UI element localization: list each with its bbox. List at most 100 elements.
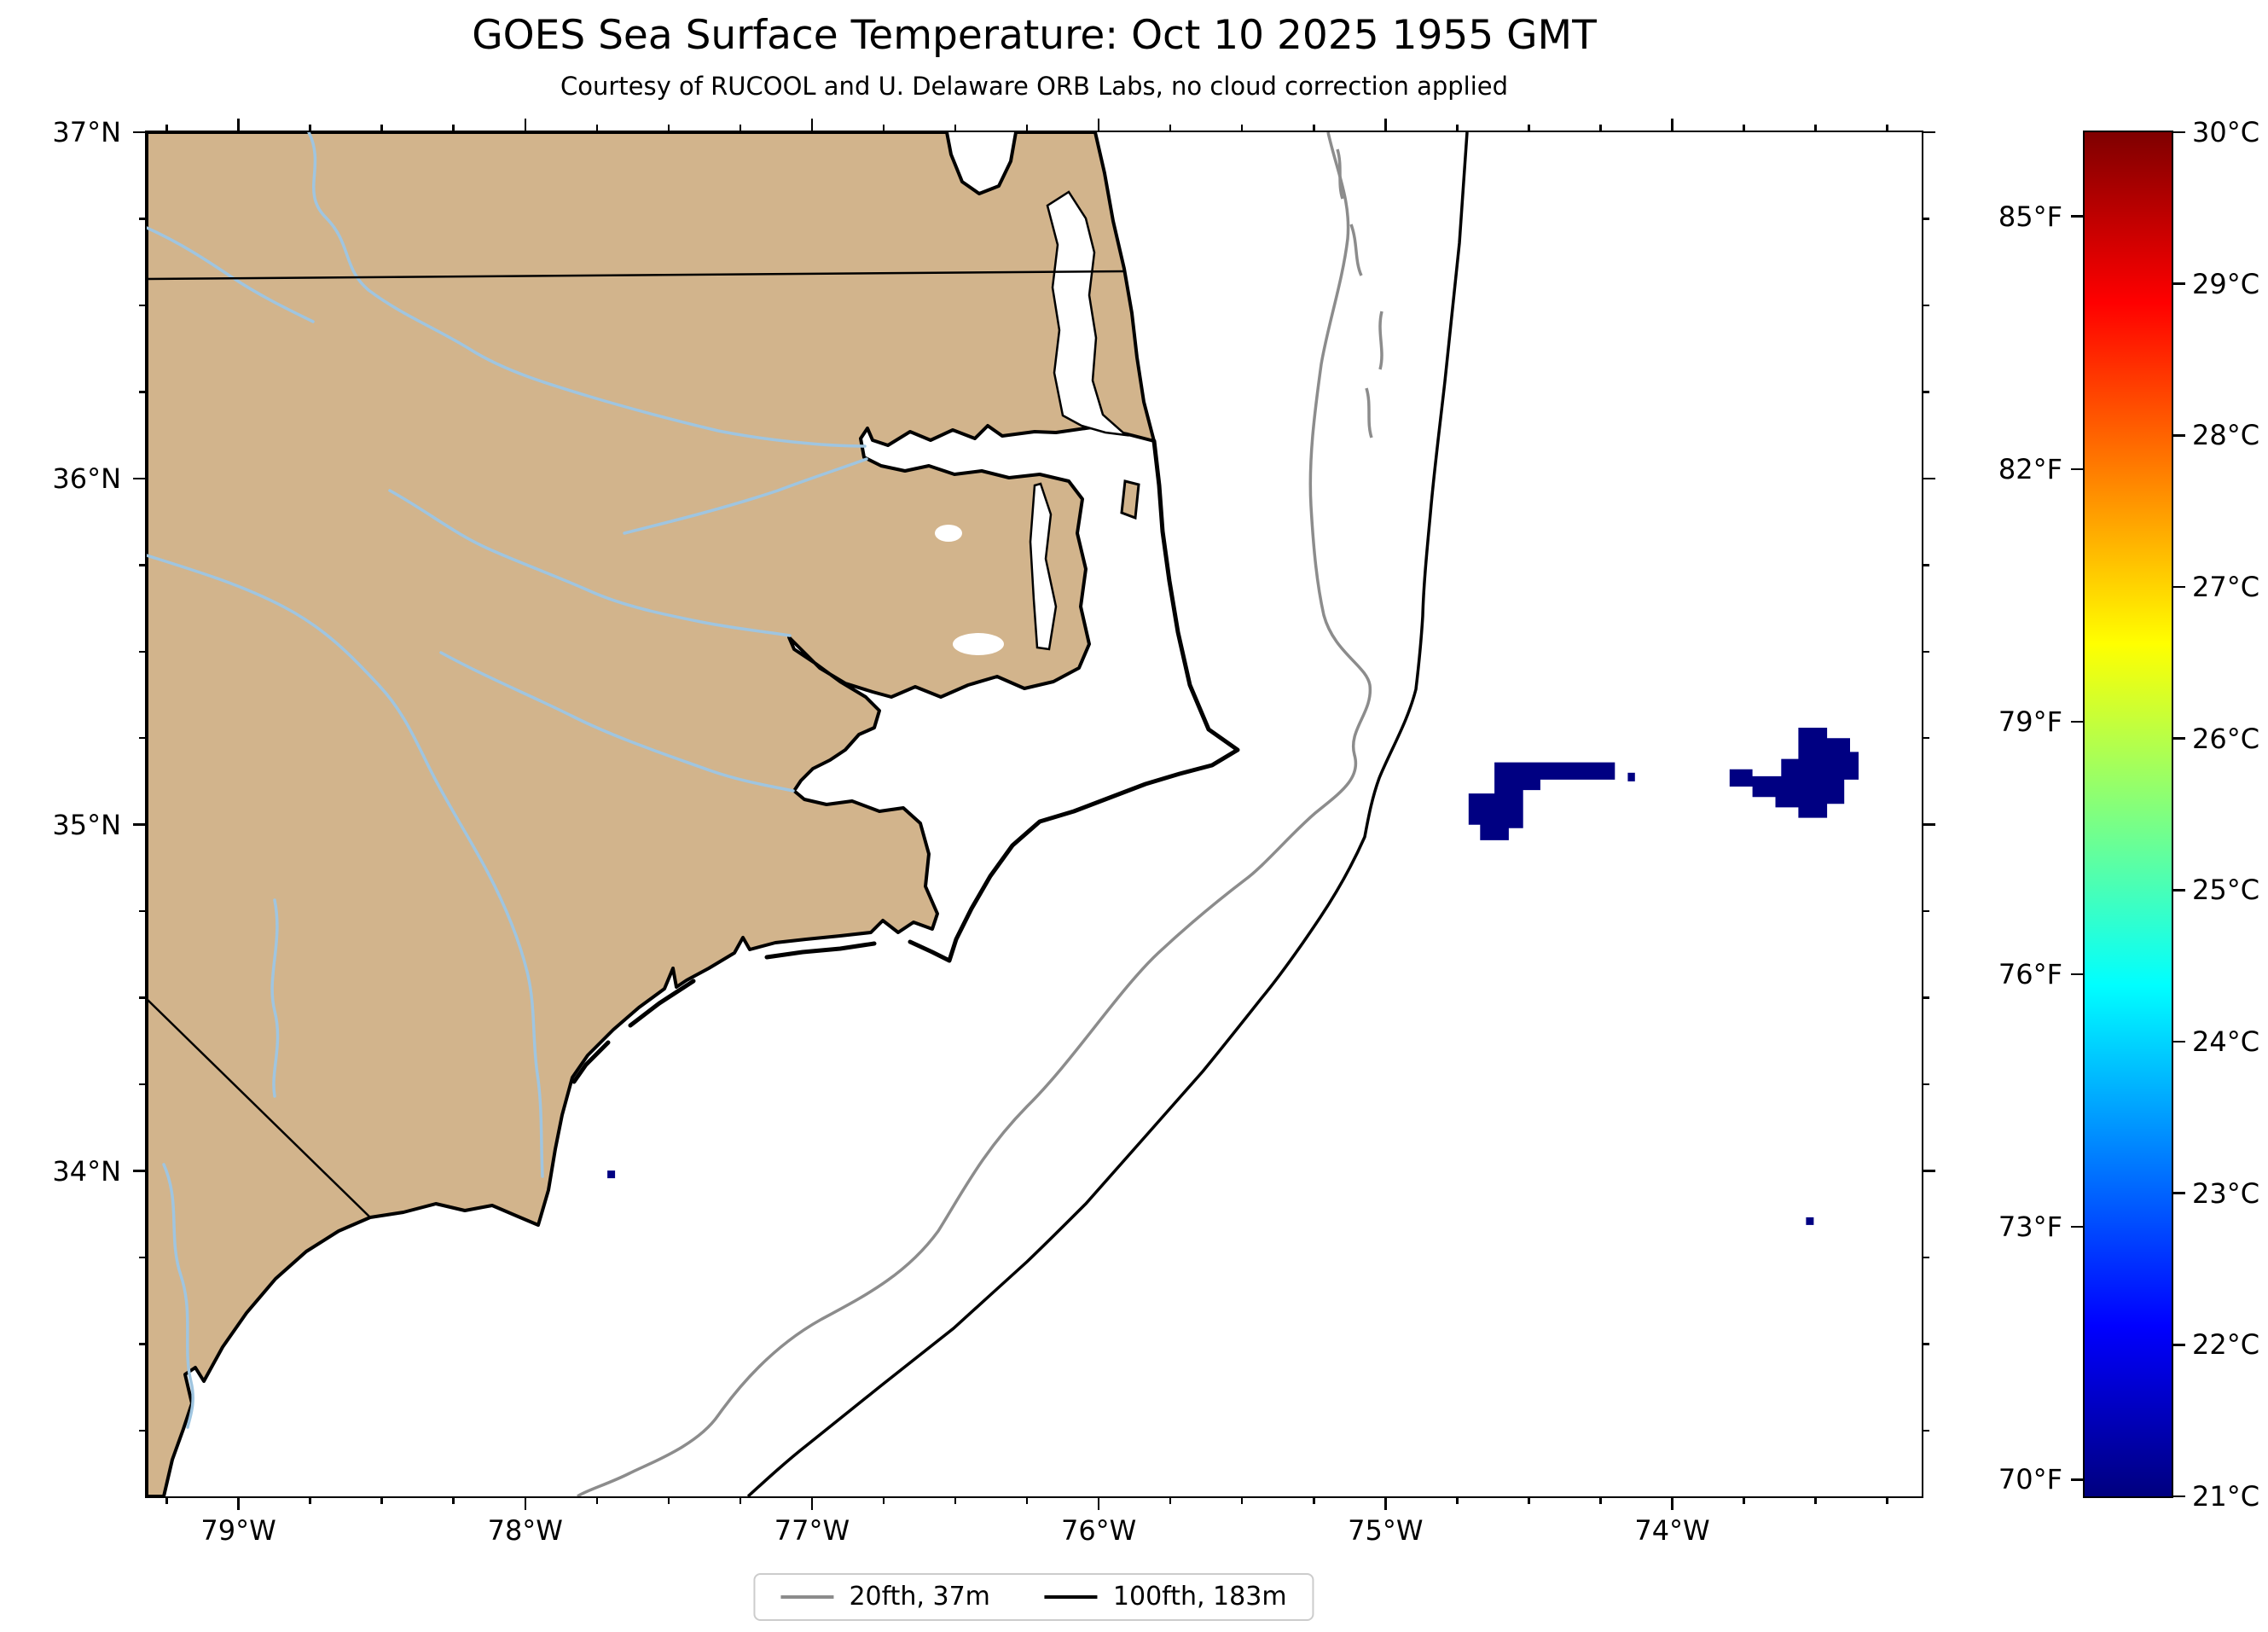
lon-minor-tick — [1240, 1498, 1244, 1504]
contour-20-fathom-shoal-4 — [1365, 387, 1373, 438]
lat-minor-tick — [1923, 218, 1929, 220]
lake-mattamuskeet — [953, 633, 1004, 655]
lat-minor-tick — [1923, 1343, 1929, 1345]
colorbar-celsius-label: 24°C — [2192, 1025, 2260, 1058]
lat-minor-tick — [1923, 391, 1929, 393]
sst-cold-dot — [607, 1170, 616, 1179]
lon-tick-label: 75°W — [1348, 1514, 1424, 1547]
lon-tick-label: 78°W — [487, 1514, 563, 1547]
lat-tick-label: 37°N — [52, 116, 121, 148]
lon-minor-tick — [165, 1498, 168, 1504]
lat-minor-tick — [139, 1429, 145, 1432]
nc-sc-border-line — [147, 998, 371, 1218]
colorbar-celsius-label: 27°C — [2192, 571, 2260, 603]
colorbar-celsius-tick — [2173, 131, 2185, 134]
lat-minor-tick — [139, 1256, 145, 1259]
lon-minor-tick — [739, 125, 742, 131]
colorbar-celsius-label: 30°C — [2192, 116, 2260, 148]
lat-minor-tick — [1923, 304, 1929, 307]
roanoke-river — [623, 457, 868, 535]
lat-major-tick — [133, 1170, 145, 1172]
lon-major-tick — [237, 119, 240, 131]
lon-major-tick — [1671, 119, 1673, 131]
lat-minor-tick — [139, 391, 145, 393]
tar-pamlico-river — [388, 489, 792, 637]
lon-minor-tick — [165, 125, 168, 131]
map-frame — [145, 131, 1923, 1498]
lon-minor-tick — [309, 125, 311, 131]
chowan-river — [307, 132, 867, 448]
neuse-river — [439, 651, 795, 793]
lon-minor-tick — [1025, 125, 1029, 131]
contour-20-fathom-shoal-1 — [1336, 148, 1344, 200]
lat-tick-label: 34°N — [52, 1154, 121, 1188]
lon-major-tick — [1384, 1498, 1387, 1510]
lon-minor-tick — [667, 1498, 670, 1504]
lon-minor-tick — [1169, 125, 1172, 131]
lon-minor-tick — [1599, 1498, 1602, 1504]
legend: 20fth, 37m 100fth, 183m — [753, 1573, 1314, 1621]
lon-minor-tick — [595, 125, 599, 131]
contour-20-fathom-shoal-3 — [1378, 311, 1383, 370]
colorbar-celsius-label: 29°C — [2192, 267, 2260, 300]
lon-minor-tick — [1528, 1498, 1530, 1504]
currituck-sound-water — [1046, 190, 1129, 437]
lumber-river — [270, 898, 280, 1098]
lon-minor-tick — [954, 1498, 957, 1504]
lat-minor-tick — [1923, 909, 1929, 913]
alligator-river-water — [1029, 482, 1058, 651]
colorbar-celsius-tick — [2173, 737, 2185, 740]
lon-major-tick — [1671, 1498, 1673, 1510]
colorbar-fahrenheit-tick — [2071, 1478, 2083, 1481]
lon-major-tick — [1097, 1498, 1100, 1510]
lat-major-tick — [133, 823, 145, 826]
colorbar-fahrenheit-label: 76°F — [1998, 958, 2062, 991]
lon-minor-tick — [1886, 125, 1888, 131]
lon-tick-label: 77°W — [774, 1514, 850, 1547]
contour-20-fathom-shoal-2 — [1349, 224, 1363, 276]
legend-label: 100fth, 183m — [1112, 1582, 1287, 1612]
lon-minor-tick — [1313, 1498, 1315, 1504]
lon-minor-tick — [739, 1498, 742, 1504]
lon-minor-tick — [452, 125, 455, 131]
colorbar-fahrenheit-tick — [2071, 215, 2083, 218]
outer-banks-coastline — [908, 438, 1240, 963]
topsail-island-coastline — [628, 979, 696, 1028]
lat-major-tick — [133, 477, 145, 480]
lon-major-tick — [1097, 119, 1100, 131]
legend-line-sample — [1044, 1595, 1098, 1599]
colorbar-celsius-tick — [2173, 889, 2185, 892]
colorbar-celsius-tick — [2173, 434, 2185, 437]
lat-minor-tick — [1923, 1256, 1929, 1259]
lon-minor-tick — [882, 1498, 885, 1504]
lon-major-tick — [524, 1498, 527, 1510]
lon-tick-label: 74°W — [1634, 1514, 1710, 1547]
lon-minor-tick — [1456, 1498, 1459, 1504]
lon-minor-tick — [1814, 1498, 1817, 1504]
lat-minor-tick — [139, 304, 145, 307]
lon-major-tick — [237, 1498, 240, 1510]
colorbar-fahrenheit-label: 82°F — [1998, 452, 2062, 485]
colorbar-celsius-label: 28°C — [2192, 419, 2260, 452]
lat-minor-tick — [1923, 1429, 1929, 1432]
lon-tick-label: 79°W — [200, 1514, 276, 1547]
lon-major-tick — [810, 119, 814, 131]
lon-minor-tick — [882, 125, 885, 131]
lon-minor-tick — [1528, 125, 1530, 131]
mainland-landmass — [147, 132, 1156, 1496]
colorbar-fahrenheit-label: 79°F — [1998, 705, 2062, 738]
lat-tick-label: 36°N — [52, 462, 121, 495]
nc-va-border-line — [147, 270, 1125, 281]
lat-minor-tick — [1923, 736, 1929, 740]
lon-major-tick — [810, 1498, 814, 1510]
lon-minor-tick — [1743, 125, 1745, 131]
colorbar-celsius-tick — [2173, 1040, 2185, 1043]
lon-major-tick — [524, 119, 527, 131]
colorbar-celsius-label: 22°C — [2192, 1328, 2260, 1362]
colorbar-celsius-tick — [2173, 1192, 2185, 1194]
lon-minor-tick — [380, 125, 383, 131]
lon-minor-tick — [1814, 125, 1817, 131]
cold-patch-west-fragment — [1627, 772, 1635, 781]
lat-minor-tick — [139, 1343, 145, 1345]
lon-minor-tick — [1456, 125, 1459, 131]
